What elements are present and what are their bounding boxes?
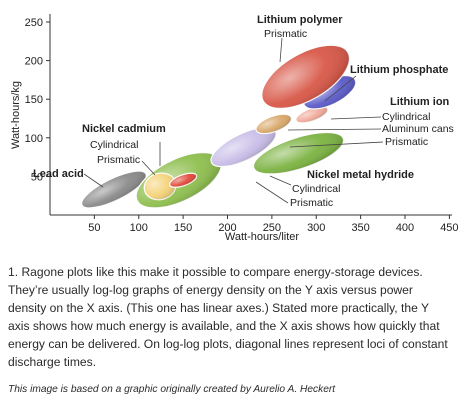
- leader-li-aluminum: [287, 128, 382, 131]
- region-lithium-phosphate-highlight: [303, 75, 356, 109]
- y-tick-label: 150: [25, 94, 43, 106]
- region-nimh-highlight: [253, 132, 344, 174]
- region-li-ion-cylindrical: [255, 113, 292, 135]
- region-lithium-phosphate: [302, 74, 357, 110]
- y-axis-title: Watt-hours/kg: [10, 81, 22, 149]
- region-lithium-polymer: [261, 44, 351, 110]
- y-tick-label: 100: [25, 133, 43, 145]
- label-lithium-ion-aluminum-cans: Aluminum cans: [382, 123, 454, 135]
- region-lead-acid: [81, 170, 147, 209]
- label-nickel-metal-hydride: Nickel metal hydride: [307, 169, 414, 181]
- label-lead-acid: Lead acid: [33, 168, 84, 180]
- leader-nimh-cylindrical: [269, 175, 292, 186]
- region-lead-acid-highlight: [81, 171, 147, 208]
- label-lithium-polymer: Lithium polymer: [257, 14, 343, 26]
- leader-li-phosphate: [324, 75, 357, 102]
- label-lithium-ion-prismatic: Prismatic: [385, 136, 428, 148]
- x-tick-label: 200: [218, 222, 236, 234]
- region-nicd-prismatic: [143, 172, 177, 201]
- label-lithium-ion-cylindrical: Cylindrical: [382, 111, 430, 123]
- label-lithium-ion: Lithium ion: [390, 96, 450, 108]
- x-tick-label: 100: [130, 222, 148, 234]
- label-nickel-cadmium-cylindrical: Cylindrical: [90, 139, 138, 151]
- x-tick-label: 150: [174, 222, 192, 234]
- region-nicd-small-highlight: [169, 173, 197, 188]
- x-tick-label: 50: [88, 222, 100, 234]
- region-li-ion-cylindrical-highlight: [255, 114, 292, 134]
- leader-nicd-prismatic: [141, 160, 156, 176]
- figure-credit: This image is based on a graphic origina…: [8, 384, 336, 395]
- y-tick-label: 250: [25, 17, 43, 29]
- x-tick-label: 300: [307, 222, 325, 234]
- ragone-chart: 50 100 150 200 250 300 350 400 450 50 100 150 200 25…: [10, 14, 459, 243]
- label-lithium-polymer-prismatic: Prismatic: [264, 28, 307, 40]
- label-lithium-phosphate: Lithium phosphate: [350, 64, 448, 76]
- region-li-ion-prismatic-highlight: [295, 106, 328, 123]
- leader-lead-acid: [83, 173, 104, 188]
- label-nimh-prismatic: Prismatic: [290, 197, 333, 209]
- x-tick-label: 400: [396, 222, 414, 234]
- label-nickel-cadmium-prismatic: Prismatic: [97, 154, 140, 166]
- region-violet-band-highlight: [211, 127, 276, 167]
- leader-nimh-prismatic: [255, 181, 289, 204]
- y-tick-label: 50: [31, 171, 43, 183]
- region-nimh: [252, 131, 345, 175]
- leader-lipo-prismatic: [279, 37, 283, 63]
- x-tick-label: 350: [351, 222, 369, 234]
- x-axis-title: Watt-hours/liter: [225, 231, 300, 243]
- region-nicd-small: [169, 172, 198, 188]
- x-tick-label: 250: [263, 222, 281, 234]
- figure-caption: 1. Ragone plots like this make it possib…: [8, 265, 448, 369]
- region-nicd-prismatic-highlight: [144, 173, 176, 200]
- leader-li-prismatic: [289, 141, 384, 148]
- label-nimh-cylindrical: Cylindrical: [292, 183, 340, 195]
- label-nickel-cadmium: Nickel cadmium: [82, 123, 166, 135]
- region-lithium-polymer-highlight: [261, 45, 350, 109]
- leader-li-cylindrical: [330, 116, 382, 120]
- y-tick-label: 200: [25, 56, 43, 68]
- x-tick-label: 450: [440, 222, 458, 234]
